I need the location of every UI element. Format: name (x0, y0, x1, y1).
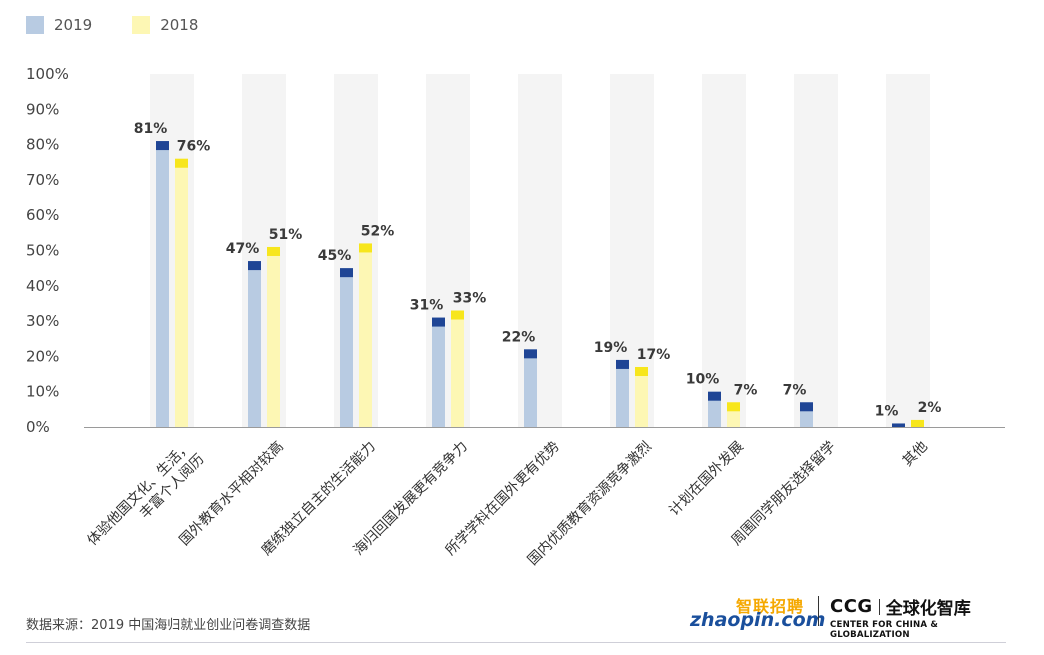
y-tick-label: 60% (26, 206, 59, 224)
ccg-logo-cn: 全球化智库 (885, 599, 971, 619)
bar-2018 (359, 243, 372, 427)
bar-cap-2018 (267, 246, 280, 256)
bar-chart: 0% 10% 20% 30% 40% 50% 60% 70% 80% 90% 100% 81% 76% 体… (26, 65, 1005, 569)
y-tick-label: 80% (26, 136, 59, 154)
legend-swatch-2018 (132, 16, 151, 34)
data-label-2018: 51% (269, 227, 303, 243)
data-label-2019: 19% (594, 340, 628, 356)
data-label-2018: 7% (734, 382, 758, 398)
bar-2019 (432, 317, 445, 427)
y-tick-label: 90% (26, 100, 59, 118)
data-label-2019: 10% (686, 372, 720, 388)
bar-cap-2018 (359, 243, 372, 253)
bar-cap-2018 (727, 402, 740, 412)
column-background (702, 74, 746, 427)
bar-cap-2019 (616, 359, 629, 369)
bar-cap-2019 (432, 317, 445, 327)
chart-legend: 2019 2018 (26, 16, 198, 34)
data-label-2018: 76% (177, 139, 211, 155)
y-tick-label: 70% (26, 171, 59, 189)
x-tick-label: 其他 (900, 439, 931, 470)
data-label-2019: 1% (875, 403, 899, 419)
legend-item-2019: 2019 (26, 16, 92, 34)
data-label-2019: 31% (410, 298, 444, 314)
data-label-2019: 81% (134, 121, 168, 137)
y-tick-label: 0% (26, 418, 50, 436)
bar-2019 (524, 349, 537, 427)
column-background (886, 74, 930, 427)
ccg-logo-en: CENTER FOR CHINA & GLOBALIZATION (830, 620, 939, 640)
data-label-2019: 7% (783, 382, 807, 398)
y-tick-label: 10% (26, 383, 59, 401)
y-tick-label: 20% (26, 347, 59, 365)
bar-cap-2018 (635, 366, 648, 376)
bar-cap-2019 (524, 349, 537, 359)
bar-2018 (635, 366, 648, 427)
x-tick-label: 周围同学朋友选择留学 (729, 439, 839, 549)
bar-cap-2019 (800, 402, 813, 412)
bar-2019 (616, 359, 629, 427)
data-label-2019: 45% (318, 248, 352, 264)
ccg-logo-abbr: CCG (830, 596, 873, 617)
y-tick-label: 30% (26, 312, 59, 330)
y-tick-label: 100% (26, 65, 69, 83)
data-label-2018: 2% (918, 400, 942, 416)
ccg-logo-separator (878, 598, 880, 615)
column-background (794, 74, 838, 427)
zhaopin-logo: 智联招聘 zhaopin.com (690, 593, 825, 633)
ccg-logo: CCG 全球化智库 CENTER FOR CHINA & GLOBALIZATI… (830, 594, 1020, 640)
x-tick-label: 计划在国外发展 (666, 439, 747, 520)
bar-2019 (248, 261, 261, 427)
y-tick-label: 50% (26, 242, 59, 260)
legend-item-2018: 2018 (132, 16, 198, 34)
zhaopin-logo-cn: 智联招聘 (735, 597, 804, 616)
bar-cap-2019 (156, 141, 169, 151)
bar-2018 (175, 158, 188, 427)
bar-cap-2019 (892, 423, 905, 427)
y-tick-label: 40% (26, 277, 59, 295)
data-label-2019: 47% (226, 241, 260, 257)
bar-cap-2018 (911, 419, 924, 427)
legend-swatch-2019 (26, 16, 44, 34)
x-tick-label-line: 体验他国文化、生活， (85, 439, 195, 549)
footer-divider (26, 642, 1006, 643)
data-label-2018: 52% (361, 223, 395, 239)
bar-2019 (340, 268, 353, 427)
bar-cap-2019 (248, 261, 261, 271)
bar-cap-2018 (451, 310, 464, 320)
bar-cap-2019 (340, 268, 353, 278)
bar-cap-2019 (708, 391, 721, 401)
zhaopin-logo-en: zhaopin.com (690, 609, 826, 631)
data-label-2018: 33% (453, 291, 487, 307)
data-label-2019: 22% (502, 329, 536, 345)
data-label-2018: 17% (637, 347, 671, 363)
legend-label-2019: 2019 (54, 16, 93, 34)
data-source-note: 数据来源：2019 中国海归就业创业问卷调查数据 (26, 618, 311, 633)
bar-cap-2018 (175, 158, 188, 168)
bar-2018 (451, 310, 464, 427)
legend-label-2018: 2018 (160, 16, 199, 34)
bar-2018 (267, 246, 280, 427)
logo-divider (818, 596, 819, 626)
bar-2019 (156, 141, 169, 427)
